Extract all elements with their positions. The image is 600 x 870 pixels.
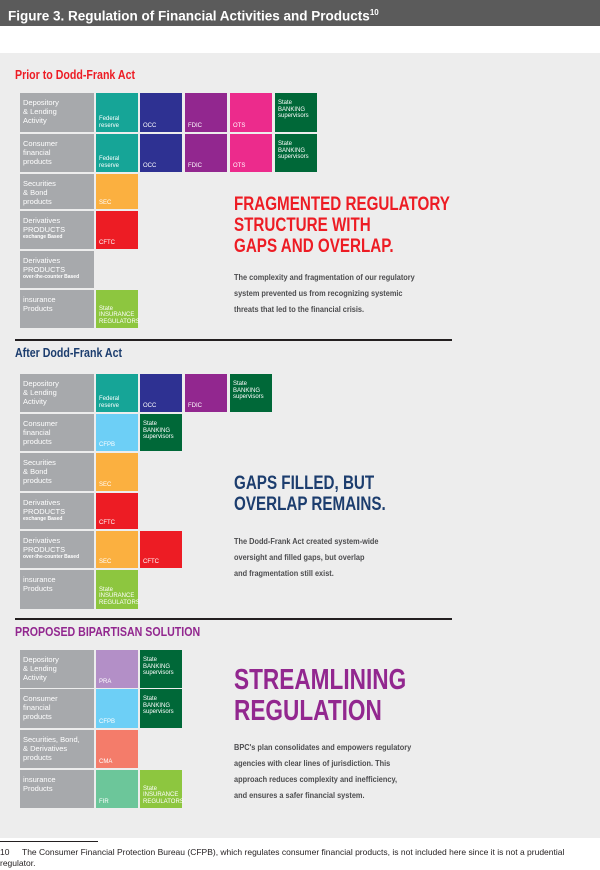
agency-cftc: CFTC	[96, 211, 138, 249]
agency-fir: FIR	[96, 770, 138, 808]
agency-state-banking-supervisors: State BANKING supervisors	[275, 134, 317, 172]
footnote-text: The Consumer Financial Protection Bureau…	[0, 847, 565, 868]
row-label-text: Derivatives PRODUCTS	[23, 216, 66, 234]
agency-fdic: FDIC	[185, 134, 227, 172]
row-label-text: Securities & Bond products	[23, 458, 56, 485]
section-description: BPC's plan consolidates and empowers reg…	[234, 743, 412, 800]
agency-fdic: FDIC	[185, 374, 227, 412]
row-label: Consumer financial products	[20, 689, 94, 728]
row-label: Consumer financial products	[20, 414, 94, 451]
agency-state-banking-supervisors: State BANKING supervisors	[140, 689, 182, 728]
agency-fdic: FDIC	[185, 93, 227, 132]
row-label-text: Depository & Lending Activity	[23, 655, 59, 682]
row-label-text: Derivatives PRODUCTS	[23, 498, 66, 516]
row-label-subtext: over-the-counter Based	[23, 554, 80, 560]
section-headline: FRAGMENTED REGULATORY STRUCTURE WITH GAP…	[234, 194, 450, 257]
row-label-subtext: exchange Based	[23, 234, 63, 240]
agency-cfpb: CFPB	[96, 414, 138, 451]
row-label-text: insurance Products	[23, 575, 56, 593]
agency-sec: SEC	[96, 174, 138, 209]
figure-title: Figure 3. Regulation of Financial Activi…	[0, 0, 600, 26]
agency-state-insurance-regulators: State INSURANCE REGULATORS	[96, 570, 140, 609]
row-label-text: Consumer financial products	[23, 419, 58, 446]
row-label: Securities, Bond, & Derivatives products	[20, 730, 94, 768]
row-label-text: Depository & Lending Activity	[23, 379, 59, 406]
section-title: Prior to Dodd-Frank Act	[15, 68, 136, 82]
row-label: Consumer financial products	[20, 134, 94, 172]
agency-federal-reserve: Federal reserve	[96, 374, 138, 412]
section-divider	[15, 618, 452, 620]
section-divider	[15, 339, 452, 341]
agency-ots: OTS	[230, 134, 272, 172]
footnote-divider	[0, 841, 98, 842]
agency-cma: CMA	[96, 730, 138, 768]
agency-state-insurance-regulators: State INSURANCE REGULATORS	[140, 770, 184, 808]
row-label-text: Consumer financial products	[23, 694, 58, 721]
agency-occ: OCC	[140, 374, 182, 412]
footnote-number: 10	[0, 847, 10, 857]
agency-cftc: CFTC	[96, 493, 138, 529]
row-label: insurance Products	[20, 770, 94, 808]
agency-federal-reserve: Federal reserve	[96, 134, 138, 172]
row-label: Securities & Bond products	[20, 453, 94, 491]
row-label-text: Depository & Lending Activity	[23, 98, 59, 125]
row-label: Depository & Lending Activity	[20, 374, 94, 412]
row-label: Derivatives PRODUCTS exchange Based	[20, 493, 94, 529]
row-label: Derivatives PRODUCTS over-the-counter Bas…	[20, 531, 94, 568]
row-label: Depository & Lending Activity	[20, 650, 94, 688]
agency-occ: OCC	[140, 93, 182, 132]
row-label: Derivatives PRODUCTS over-the-counter Bas…	[20, 251, 94, 288]
agency-sec: SEC	[96, 531, 138, 568]
row-label-text: Derivatives PRODUCTS	[23, 256, 66, 274]
section-title: After Dodd-Frank Act	[15, 346, 123, 360]
agency-federal-reserve: Federal reserve	[96, 93, 138, 132]
agency-pra: PRA	[96, 650, 138, 688]
section-description: The Dodd-Frank Act created system-wide o…	[234, 537, 379, 578]
agency-cfpb: CFPB	[96, 689, 138, 728]
agency-state-banking-supervisors: State BANKING supervisors	[230, 374, 272, 412]
row-label: insurance Products	[20, 290, 94, 328]
section-headline: STREAMLINING REGULATION	[234, 664, 407, 727]
row-label: Securities & Bond products	[20, 174, 94, 209]
row-label-text: insurance Products	[23, 775, 56, 793]
footnote: 10 The Consumer Financial Protection Bure…	[0, 847, 600, 869]
agency-state-banking-supervisors: State BANKING supervisors	[275, 93, 317, 132]
agency-ots: OTS	[230, 93, 272, 132]
row-label-subtext: exchange Based	[23, 516, 63, 522]
figure-note-ref: 10	[369, 8, 379, 17]
agency-occ: OCC	[140, 134, 182, 172]
row-label: insurance Products	[20, 570, 94, 609]
row-label-text: insurance Products	[23, 295, 56, 313]
section-headline: GAPS FILLED, BUT OVERLAP REMAINS.	[234, 473, 386, 515]
section-title: PROPOSED BIPARTISAN SOLUTION	[15, 625, 201, 639]
figure-title-text: Figure 3. Regulation of Financial Activi…	[8, 8, 370, 24]
row-label-text: Securities, Bond, & Derivatives products	[23, 735, 80, 762]
agency-sec: SEC	[96, 453, 138, 491]
agency-cftc: CFTC	[140, 531, 182, 568]
row-label-text: Securities & Bond products	[23, 179, 56, 206]
agency-state-insurance-regulators: State INSURANCE REGULATORS	[96, 290, 140, 328]
row-label: Depository & Lending Activity	[20, 93, 94, 132]
agency-state-banking-supervisors: State BANKING supervisors	[140, 650, 182, 688]
row-label-text: Consumer financial products	[23, 139, 58, 166]
row-label-text: Derivatives PRODUCTS	[23, 536, 66, 554]
agency-state-banking-supervisors: State BANKING supervisors	[140, 414, 182, 451]
row-label-subtext: over-the-counter Based	[23, 274, 80, 280]
section-description: The complexity and fragmentation of our …	[234, 273, 415, 314]
row-label: Derivatives PRODUCTS exchange Based	[20, 211, 94, 249]
